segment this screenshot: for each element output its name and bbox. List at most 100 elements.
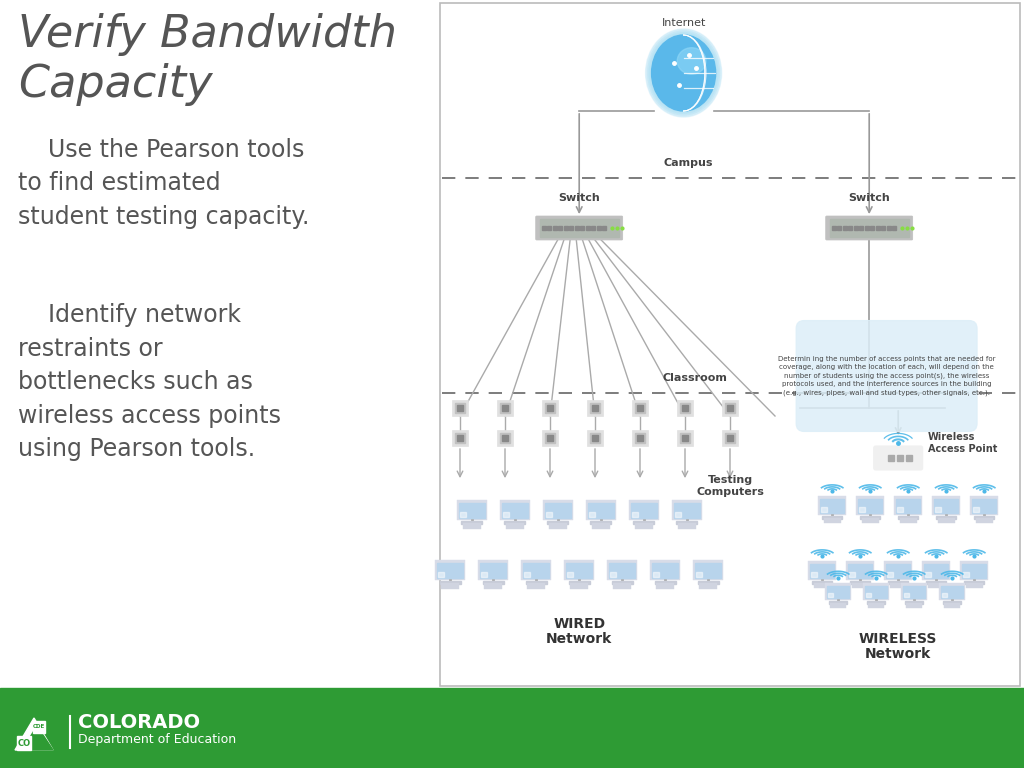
Ellipse shape: [677, 48, 706, 74]
Bar: [654, 581, 676, 584]
Bar: [811, 572, 817, 577]
Bar: [695, 563, 721, 578]
Bar: [848, 226, 852, 230]
Bar: [590, 433, 600, 443]
Bar: [635, 433, 645, 443]
Bar: [923, 561, 950, 580]
FancyBboxPatch shape: [796, 320, 977, 432]
Bar: [870, 226, 874, 230]
Text: Network: Network: [546, 632, 612, 646]
Text: Switch: Switch: [848, 193, 890, 203]
Bar: [650, 560, 680, 580]
Text: Department of Education: Department of Education: [78, 733, 237, 746]
Bar: [862, 518, 879, 523]
Bar: [934, 499, 958, 512]
Bar: [574, 226, 579, 230]
Bar: [521, 560, 551, 580]
Bar: [889, 581, 908, 584]
Bar: [437, 563, 463, 578]
Bar: [546, 512, 552, 517]
Bar: [961, 561, 988, 580]
Bar: [481, 572, 487, 577]
Bar: [680, 403, 690, 413]
Bar: [892, 226, 896, 230]
Bar: [439, 581, 461, 584]
Bar: [504, 521, 525, 524]
Bar: [542, 400, 558, 416]
Text: WIRED: WIRED: [553, 617, 605, 631]
Bar: [976, 518, 992, 523]
Bar: [944, 603, 961, 607]
Bar: [725, 403, 735, 413]
Bar: [0, 688, 1024, 768]
Bar: [547, 226, 551, 230]
Bar: [581, 226, 585, 230]
Bar: [543, 500, 572, 519]
Bar: [975, 516, 994, 519]
Bar: [589, 512, 595, 517]
Bar: [455, 433, 465, 443]
Bar: [697, 581, 719, 584]
Bar: [632, 430, 648, 446]
FancyBboxPatch shape: [825, 216, 912, 240]
Bar: [567, 572, 573, 577]
Bar: [905, 601, 924, 604]
Bar: [866, 593, 871, 597]
FancyBboxPatch shape: [873, 446, 923, 470]
Bar: [898, 516, 918, 519]
Bar: [500, 500, 529, 519]
Text: Network: Network: [865, 647, 931, 661]
Bar: [545, 503, 570, 518]
Bar: [523, 563, 549, 578]
Bar: [500, 403, 510, 413]
Ellipse shape: [645, 29, 722, 117]
Bar: [864, 226, 868, 230]
Bar: [900, 518, 916, 523]
Bar: [653, 572, 659, 577]
Bar: [894, 496, 923, 515]
Bar: [558, 226, 562, 230]
Ellipse shape: [648, 32, 719, 114]
Text: Determin ing the number of access points that are needed for
coverage, along wit: Determin ing the number of access points…: [778, 356, 995, 396]
Bar: [503, 512, 509, 517]
Bar: [441, 583, 459, 588]
Bar: [525, 581, 547, 584]
Bar: [677, 430, 693, 446]
Text: Capacity: Capacity: [18, 63, 213, 106]
Polygon shape: [22, 726, 53, 750]
Bar: [925, 564, 948, 578]
Bar: [497, 430, 513, 446]
FancyBboxPatch shape: [536, 216, 623, 240]
Text: Wireless
Access Point: Wireless Access Point: [928, 432, 997, 454]
Bar: [926, 572, 931, 577]
Bar: [850, 581, 870, 584]
Bar: [590, 403, 600, 413]
Bar: [722, 400, 738, 416]
Bar: [435, 560, 465, 580]
Bar: [452, 400, 468, 416]
Bar: [906, 455, 912, 461]
Bar: [547, 521, 568, 524]
Text: Identify network
restraints or
bottlenecks such as
wireless access points
using : Identify network restraints or bottlenec…: [18, 303, 281, 461]
Bar: [938, 518, 954, 523]
Bar: [675, 512, 681, 517]
Text: Use the Pearson tools
to find estimated
student testing capacity.: Use the Pearson tools to find estimated …: [18, 138, 309, 229]
Bar: [613, 583, 631, 588]
Bar: [540, 219, 618, 237]
Bar: [932, 496, 961, 515]
Bar: [887, 226, 891, 230]
Bar: [887, 572, 893, 577]
Bar: [672, 500, 701, 519]
Bar: [897, 455, 903, 461]
Bar: [497, 400, 513, 416]
Bar: [849, 572, 855, 577]
Bar: [610, 572, 616, 577]
Bar: [549, 523, 566, 528]
Bar: [825, 583, 851, 600]
Bar: [818, 496, 846, 515]
Bar: [973, 508, 979, 511]
Bar: [939, 583, 966, 600]
Bar: [629, 500, 658, 519]
Bar: [888, 455, 894, 461]
Bar: [452, 430, 468, 446]
